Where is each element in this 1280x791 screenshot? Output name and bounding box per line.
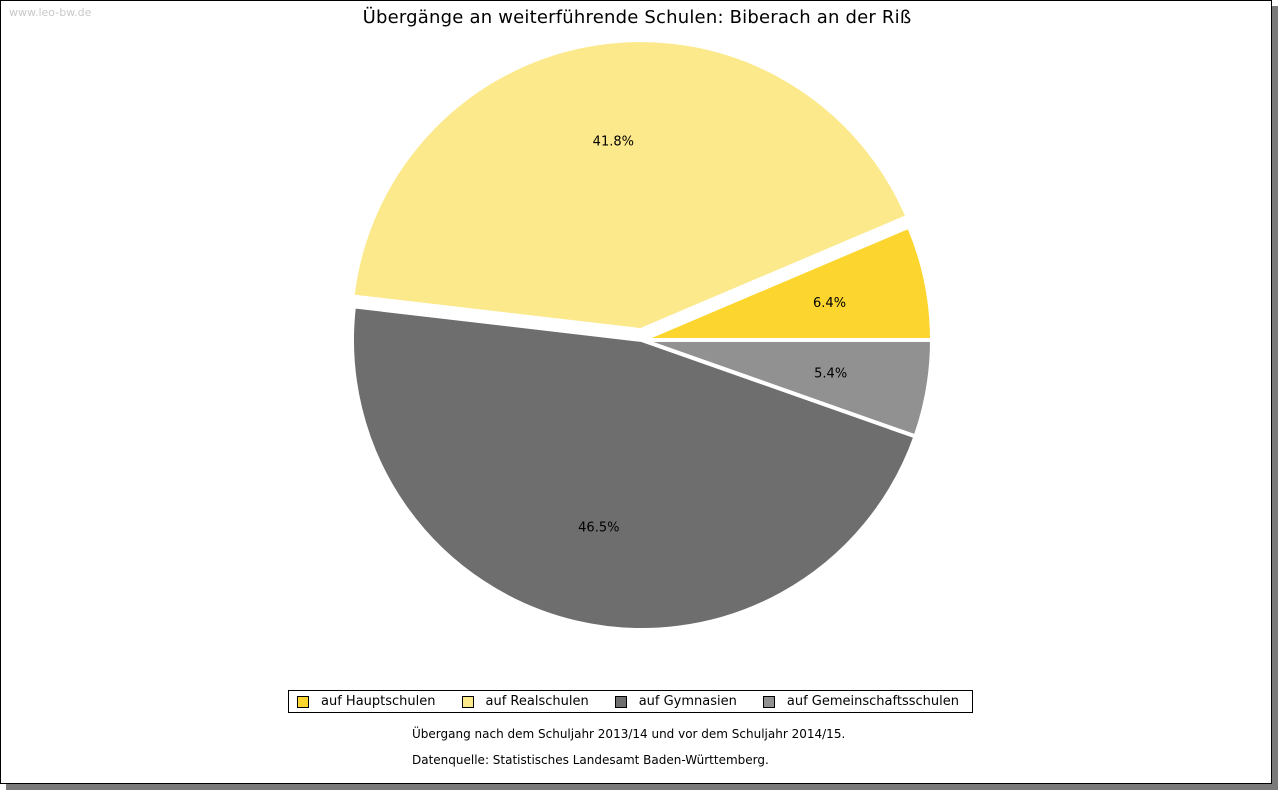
legend-label: auf Gymnasien: [638, 694, 737, 709]
legend-label: auf Realschulen: [485, 694, 589, 709]
chart-legend: auf Hauptschulen auf Realschulen auf Gymna…: [288, 690, 973, 713]
slice-label-auf-gymnasien: 46.5%: [578, 520, 619, 535]
legend-swatch: [614, 695, 627, 708]
slice-label-auf-realschulen: 41.8%: [593, 135, 634, 150]
chart-title: Übergänge an weiterführende Schulen: Bib…: [362, 7, 912, 28]
legend-item: auf Hauptschulen: [297, 694, 436, 709]
legend-item: auf Gymnasien: [614, 694, 737, 709]
pie-slice-auf-realschulen: [350, 38, 910, 333]
legend-swatch: [762, 695, 775, 708]
legend-item: auf Realschulen: [461, 694, 589, 709]
watermark: www.leo-bw.de: [9, 6, 92, 19]
pie-slice-auf-hauptschulen: [640, 224, 934, 342]
source-note: Datenquelle: Statistisches Landesamt Bad…: [412, 753, 769, 767]
legend-label: auf Gemeinschaftsschulen: [786, 694, 959, 709]
slice-label-auf-gemeinschaftsschulen: 5.4%: [814, 366, 847, 381]
pie-slice-auf-gemeinschaftsschulen: [640, 338, 934, 439]
slice-label-auf-hauptschulen: 6.4%: [813, 296, 846, 311]
legend-item: auf Gemeinschaftsschulen: [762, 694, 959, 709]
period-note: Übergang nach dem Schuljahr 2013/14 und …: [412, 727, 846, 741]
legend-label: auf Hauptschulen: [321, 694, 436, 709]
legend-swatch: [297, 695, 309, 708]
legend-swatch: [461, 695, 474, 708]
